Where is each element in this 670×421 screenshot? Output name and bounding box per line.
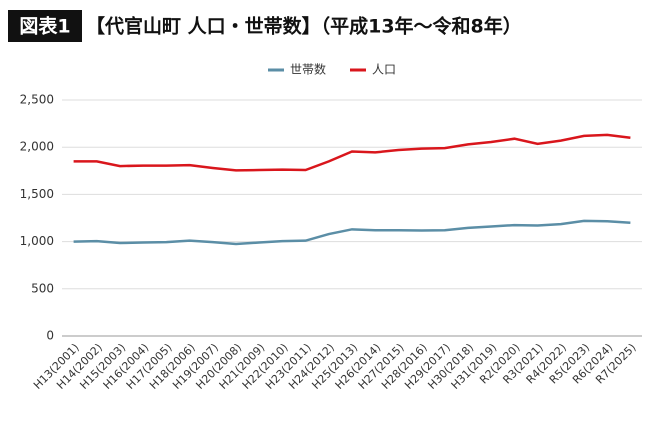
y-tick-label: 500: [31, 281, 54, 295]
badge-box: [8, 10, 82, 42]
y-tick-label: 2,500: [20, 93, 54, 107]
y-tick-label: 2,000: [20, 140, 54, 154]
series-line: [73, 133, 631, 172]
series-line: [73, 219, 631, 246]
legend-label: 世帯数: [290, 62, 326, 77]
badge: 図表1: [19, 15, 70, 38]
y-tick-label: 0: [46, 329, 54, 343]
legend-label: 人口: [372, 63, 396, 77]
y-tick-label: 1,000: [20, 234, 54, 248]
y-tick-label: 1,500: [20, 187, 54, 201]
chart-title: 【代官山町 人口・世帯数】（平成13年〜令和8年）: [86, 15, 522, 38]
